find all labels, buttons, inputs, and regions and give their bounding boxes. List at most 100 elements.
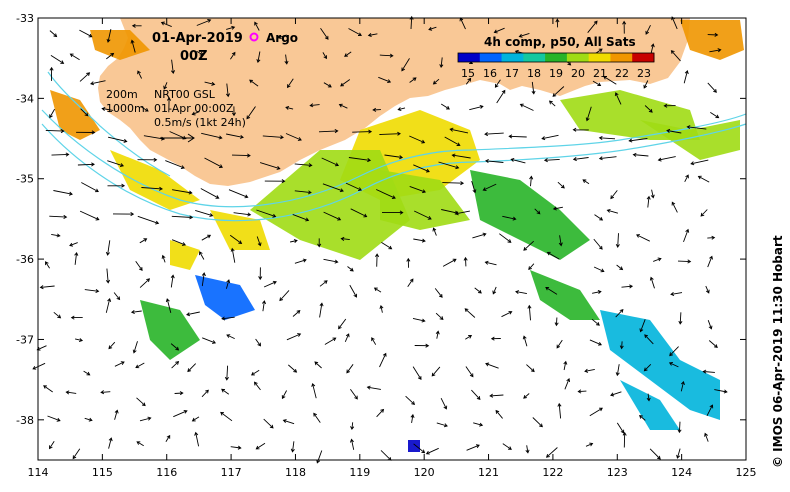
current-arrow-icon: [258, 267, 263, 281]
current-arrow-icon: [593, 266, 605, 273]
current-arrow-icon: [290, 441, 295, 453]
current-arrow-icon: [263, 418, 274, 429]
current-arrow-icon: [657, 156, 676, 162]
current-arrow-icon: [523, 393, 530, 399]
current-arrow-icon: [114, 409, 119, 420]
isobath-lines: [41, 71, 747, 222]
current-arrow-icon: [319, 280, 328, 287]
colorbar-tick-label: 22: [615, 67, 629, 80]
current-arrow-icon: [322, 52, 327, 60]
current-arrow-icon: [471, 389, 481, 400]
current-arrow-icon: [707, 32, 719, 37]
colorbar-tick-label: 20: [571, 67, 585, 80]
current-arrow-icon: [345, 182, 362, 191]
current-arrow-icon: [552, 86, 565, 97]
current-arrow-icon: [366, 385, 381, 390]
current-arrow-icon: [375, 253, 380, 267]
sst-patch: [600, 310, 720, 420]
current-arrow-icon: [318, 129, 339, 134]
current-arrow-icon: [230, 51, 236, 60]
current-arrow-icon: [256, 51, 261, 64]
current-arrow-icon: [442, 258, 457, 267]
current-arrow-icon: [466, 444, 480, 451]
current-arrow-icon: [51, 152, 70, 157]
current-arrow-icon: [473, 422, 484, 427]
current-arrow-icon: [554, 317, 559, 327]
current-arrow-icon: [465, 335, 473, 340]
current-arrow-icon: [558, 235, 563, 247]
x-tick-label: 125: [736, 466, 757, 479]
current-arrow-icon: [74, 251, 79, 265]
current-arrow-icon: [484, 132, 504, 137]
current-arrow-icon: [528, 263, 535, 271]
current-arrow-icon: [585, 442, 594, 447]
current-arrow-icon: [311, 382, 317, 399]
current-arrow-icon: [79, 72, 91, 82]
current-arrow-icon: [489, 393, 504, 398]
x-tick-label: 115: [92, 466, 113, 479]
current-arrow-icon: [261, 300, 267, 312]
current-arrow-icon: [428, 26, 437, 31]
current-arrow-icon: [397, 107, 406, 112]
scale-arrow-icon: [160, 133, 195, 143]
current-arrow-icon: [226, 334, 235, 340]
current-arrow-icon: [653, 257, 662, 262]
current-arrow-icon: [582, 179, 590, 185]
current-arrow-icon: [495, 409, 503, 419]
product-line-3: 0.5m/s (1kt 24h): [154, 116, 246, 129]
current-arrow-icon: [137, 70, 143, 79]
current-arrow-icon: [196, 19, 212, 26]
current-arrow-icon: [615, 308, 624, 318]
current-arrow-icon: [114, 361, 125, 367]
current-arrow-icon: [350, 422, 355, 431]
plot-frame: [37, 17, 747, 461]
current-arrow-icon: [502, 443, 512, 450]
current-arrow-icon: [74, 338, 84, 343]
product-line-1: NRT00 GSL: [154, 88, 216, 101]
current-arrow-icon: [666, 128, 682, 134]
current-arrow-icon: [436, 422, 448, 428]
current-arrow-icon: [683, 70, 689, 84]
current-arrow-icon: [644, 105, 653, 113]
current-arrow-icon: [136, 397, 146, 407]
current-arrow-icon: [196, 51, 204, 56]
current-arrow-icon: [130, 39, 136, 53]
svg-text:© IMOS 06-Apr-2019 11:30 Hobar: © IMOS 06-Apr-2019 11:30 Hobart: [771, 235, 785, 468]
sst-patch: [530, 270, 600, 320]
colorbar-tick-label: 15: [461, 67, 475, 80]
current-arrow-icon: [279, 290, 290, 302]
current-arrow-icon: [100, 390, 111, 395]
current-arrow-icon: [379, 352, 387, 368]
current-arrow-icon: [139, 278, 151, 288]
current-arrow-icon: [139, 238, 148, 244]
current-arrow-icon: [137, 215, 160, 225]
colorbar-swatch: [588, 53, 611, 62]
x-tick-label: 119: [349, 466, 370, 479]
current-vectors: [32, 15, 728, 464]
current-arrow-icon: [616, 264, 624, 271]
current-arrow-icon: [587, 20, 598, 33]
current-arrow-icon: [285, 105, 294, 110]
current-arrow-icon: [199, 251, 205, 260]
current-arrow-icon: [139, 416, 152, 422]
current-arrow-icon: [376, 408, 385, 418]
depth-label-1000: 1000m: [106, 102, 145, 115]
colorbar-swatch: [545, 53, 568, 62]
current-arrow-icon: [84, 289, 100, 294]
current-arrow-icon: [413, 238, 426, 243]
current-arrow-icon: [379, 53, 394, 58]
current-arrow-icon: [589, 407, 603, 417]
current-arrow-icon: [284, 54, 289, 65]
current-arrow-icon: [534, 208, 541, 215]
current-arrow-icon: [51, 233, 61, 238]
current-arrow-icon: [161, 254, 166, 263]
colorbar-swatch: [458, 53, 481, 62]
current-arrow-icon: [49, 441, 55, 450]
colorbar-tick-label: 17: [505, 67, 519, 80]
current-arrow-icon: [379, 131, 401, 136]
current-arrow-icon: [136, 441, 144, 447]
product-line-2: 01-Apr 00:00Z: [154, 102, 234, 115]
current-arrow-icon: [263, 280, 277, 288]
current-arrow-icon: [49, 108, 55, 119]
argo-marker-icon: [249, 32, 259, 42]
